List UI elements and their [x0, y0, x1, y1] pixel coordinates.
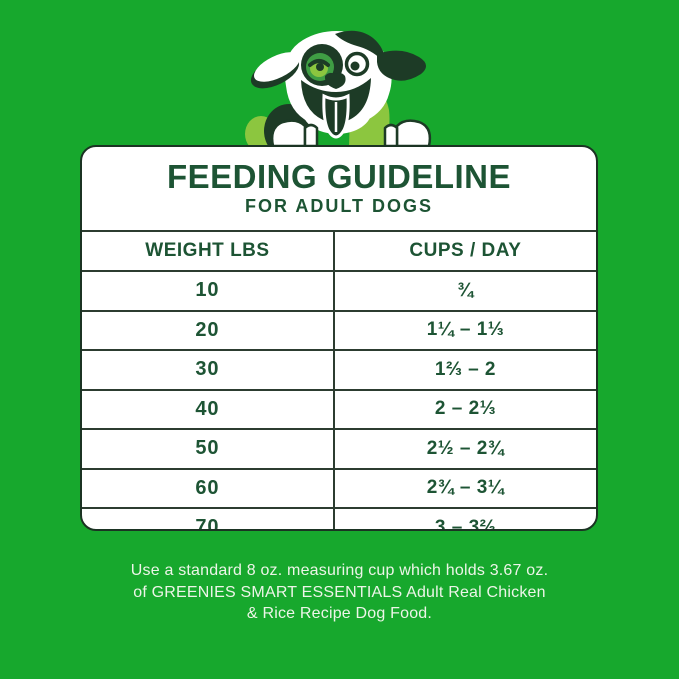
table-row: 30 1⅔ – 2 [82, 349, 596, 389]
feeding-table: WEIGHT LBS CUPS / DAY 10 ¾ 20 1¼ – 1⅓ 30… [82, 230, 596, 531]
cups-cell: 3 – 3⅔ [434, 516, 496, 531]
footer-note: Use a standard 8 oz. measuring cup which… [0, 560, 679, 625]
dog-left-pupil [316, 63, 324, 71]
cups-cell: 2½ – 2¾ [426, 437, 505, 459]
cups-cell: 2 – 2⅓ [434, 398, 496, 420]
cups-cell: 1¼ – 1⅓ [426, 319, 505, 341]
dog-right-pupil [350, 61, 360, 71]
weight-cell: 50 [82, 430, 335, 468]
page-title: FEEDING GUIDELINE [166, 158, 512, 195]
footer-line: & Rice Recipe Dog Food. [246, 605, 433, 622]
dog-ear-right [377, 50, 427, 81]
table-row: 20 1¼ – 1⅓ [82, 309, 596, 349]
footer-line: Use a standard 8 oz. measuring cup which… [130, 562, 549, 579]
dog-ear-left [254, 52, 300, 82]
dog-head-patch [335, 30, 386, 64]
weight-cell: 60 [82, 469, 335, 507]
cups-cell: ¾ [457, 279, 474, 301]
card-header: FEEDING GUIDELINE FOR ADULT DOGS [82, 147, 596, 230]
column-header-weight: WEIGHT LBS [82, 232, 335, 270]
dog-nose [324, 72, 346, 89]
table-row: 70 3 – 3⅔ [82, 507, 596, 531]
weight-cell: 20 [82, 311, 335, 349]
footer-line: of GREENIES SMART ESSENTIALS Adult Real … [133, 583, 546, 601]
table-row: 10 ¾ [82, 270, 596, 310]
table-row: 60 2¾ – 3¼ [82, 467, 596, 507]
column-header-cups: CUPS / DAY [409, 240, 522, 261]
weight-cell: 30 [82, 351, 335, 389]
dog-mascot-icon [245, 30, 432, 146]
page-subtitle: FOR ADULT DOGS [245, 196, 433, 216]
table-row: 40 2 – 2⅓ [82, 388, 596, 428]
table-header-row: WEIGHT LBS CUPS / DAY [82, 230, 596, 270]
dog-paw-right [395, 119, 432, 146]
weight-cell: 70 [82, 509, 335, 529]
cups-cell: 2¾ – 3¼ [426, 477, 505, 499]
weight-cell: 40 [82, 390, 335, 428]
cups-cell: 1⅔ – 2 [434, 358, 496, 380]
dog-paw-left [270, 119, 307, 146]
feeding-guideline-card: FEEDING GUIDELINE FOR ADULT DOGS WEIGHT … [80, 145, 598, 531]
weight-cell: 10 [82, 272, 335, 310]
table-row: 50 2½ – 2¾ [82, 428, 596, 468]
